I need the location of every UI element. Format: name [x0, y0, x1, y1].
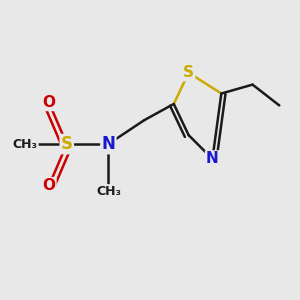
- Text: N: N: [206, 152, 219, 166]
- Text: CH₃: CH₃: [13, 138, 38, 151]
- Text: O: O: [42, 178, 56, 193]
- Text: S: S: [183, 65, 194, 80]
- Text: CH₃: CH₃: [96, 185, 121, 198]
- Text: N: N: [101, 135, 115, 153]
- Text: S: S: [61, 135, 73, 153]
- Text: O: O: [42, 95, 56, 110]
